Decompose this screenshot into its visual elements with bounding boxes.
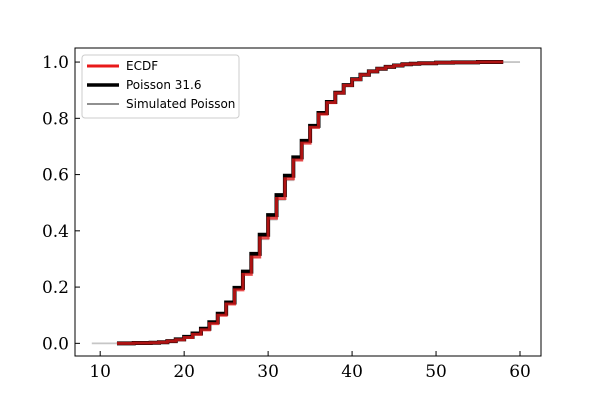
y-tick-label: 1.0	[42, 53, 69, 73]
series-line-ecdf	[116, 60, 504, 345]
legend-label-simulated-poisson: Simulated Poisson	[126, 97, 235, 111]
plot-frame	[74, 47, 542, 357]
y-tick-label: 0.2	[42, 278, 69, 298]
x-tick-label: 30	[257, 362, 279, 382]
series-layer	[91, 60, 521, 346]
legend-label-poisson-31-6: Poisson 31.6	[126, 78, 201, 92]
y-tick-label: 0.4	[42, 222, 69, 242]
x-tick-label: 50	[425, 362, 447, 382]
legend: ECDF Poisson 31.6 Simulated Poisson	[81, 54, 240, 119]
x-tick-label: 60	[509, 362, 531, 382]
y-tick-label: 0.8	[42, 109, 69, 129]
legend-box	[81, 54, 240, 119]
axis-layer: 10 20 30 40 50 60 0.0 0.2 0.4 0.6 0.8 1.0	[42, 53, 531, 382]
y-tick-label: 0.6	[42, 166, 69, 186]
x-tick-label: 20	[173, 362, 195, 382]
x-tick-label: 40	[341, 362, 363, 382]
y-tick-label: 0.0	[42, 334, 69, 354]
x-tick-label: 10	[89, 362, 111, 382]
legend-label-ecdf: ECDF	[126, 59, 158, 73]
